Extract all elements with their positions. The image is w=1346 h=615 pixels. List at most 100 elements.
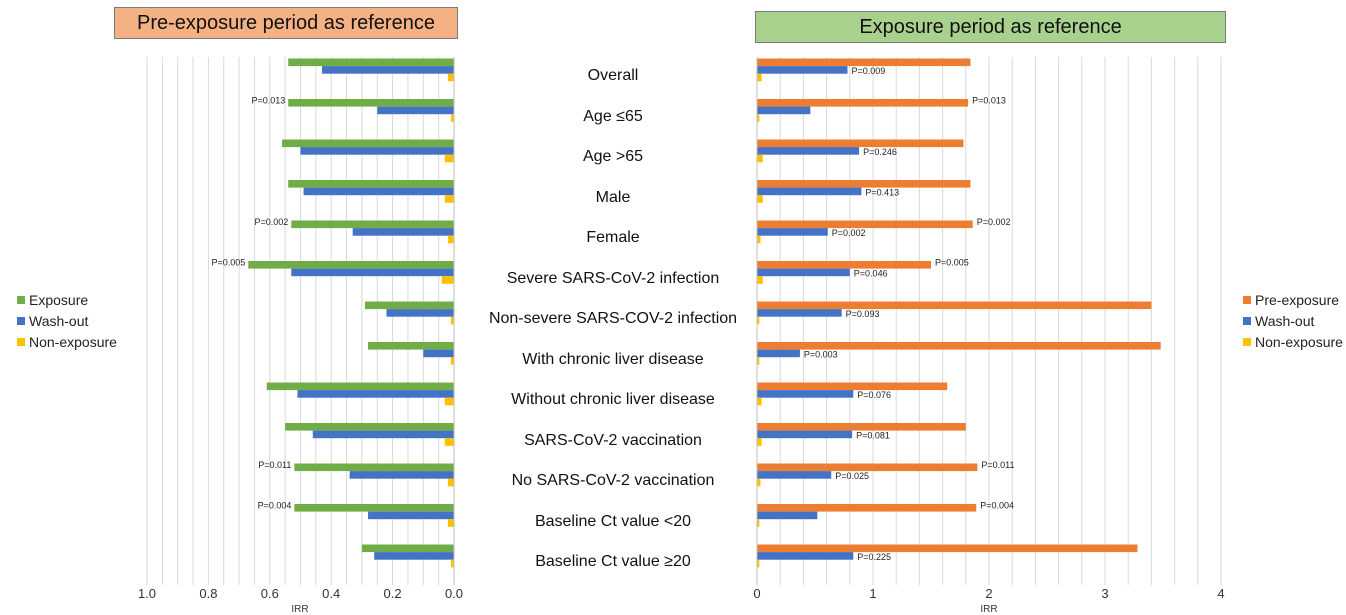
left-bar-exposure (248, 261, 454, 269)
right-bar-pre-exposure (757, 301, 1152, 310)
right-p-value-label: P=0.046 (854, 269, 888, 279)
right-bar-pre-exposure (757, 382, 948, 391)
right-bar-non-exposure (757, 357, 760, 365)
right-chart-title: Exposure period as reference (755, 11, 1226, 43)
left-bar-wash-out (352, 228, 454, 236)
legend-swatch-green (17, 295, 25, 304)
right-bar-non-exposure (757, 73, 762, 82)
left-bar-wash-out (423, 349, 454, 358)
legend-swatch-blue (17, 316, 25, 325)
left-bar-non-exposure (450, 114, 454, 122)
right-p-value-label: P=0.002 (977, 217, 1011, 227)
right-bar-non-exposure (757, 438, 762, 446)
right-p-value-label: P=0.003 (804, 350, 838, 360)
right-bar-non-exposure (757, 559, 760, 568)
right-bar-pre-exposure (757, 261, 931, 269)
left-bar-exposure (294, 504, 454, 512)
left-bar-wash-out (377, 106, 454, 115)
category-label: SARS-CoV-2 vaccination (524, 431, 702, 449)
left-p-value-label: P=0.013 (251, 96, 285, 106)
left-bar-wash-out (386, 309, 454, 317)
right-p-value-label: P=0.076 (857, 390, 891, 400)
right-bar-pre-exposure (757, 504, 977, 512)
category-label: Age ≤65 (583, 107, 643, 125)
right-bar-wash-out (757, 268, 850, 277)
right-bar-pre-exposure (757, 342, 1161, 350)
right-p-value-label: P=0.246 (863, 147, 897, 157)
right-bar-wash-out (757, 511, 818, 520)
right-x-tick-label: 2 (985, 586, 992, 601)
left-bar-non-exposure (447, 478, 454, 487)
legend-swatch-orange (1243, 295, 1251, 304)
right-bar-non-exposure (757, 478, 761, 487)
category-label: Baseline Ct value <20 (534, 512, 692, 530)
right-bar-non-exposure (757, 519, 760, 527)
right-legend: Pre-exposure Wash-out Non-exposure (1243, 289, 1343, 352)
right-bar-pre-exposure (757, 58, 971, 67)
right-bar-non-exposure (757, 397, 762, 406)
left-bar-exposure (282, 139, 454, 148)
right-p-value-label: P=0.081 (856, 431, 890, 441)
right-bar-wash-out (757, 390, 854, 398)
left-bar-non-exposure (444, 154, 454, 163)
right-p-value-label: P=0.004 (980, 501, 1014, 511)
right-p-value-label: P=0.225 (857, 552, 891, 562)
left-bar-non-exposure (444, 397, 454, 406)
right-bar-pre-exposure (757, 180, 971, 188)
right-bar-wash-out (757, 552, 854, 560)
left-bar-non-exposure (444, 438, 454, 446)
category-label: Overall (587, 67, 639, 84)
right-bar-wash-out (757, 147, 860, 155)
left-bar-exposure (266, 382, 454, 391)
category-label: Female (586, 229, 640, 246)
left-p-value-label: P=0.005 (212, 258, 246, 268)
legend-item-exposure: Exposure (17, 289, 117, 310)
right-p-value-label: P=0.002 (832, 228, 866, 238)
legend-item-pre-exposure: Pre-exposure (1243, 289, 1343, 310)
left-bar-non-exposure (450, 357, 454, 365)
right-bar-non-exposure (757, 316, 760, 325)
right-p-value-label: P=0.413 (865, 188, 899, 198)
legend-label: Non-exposure (29, 333, 117, 350)
legend-item-wash-out: Wash-out (17, 310, 117, 331)
right-bar-non-exposure (757, 195, 763, 203)
category-label: Age >65 (582, 148, 644, 165)
left-bar-non-exposure (441, 276, 454, 284)
left-bar-exposure (368, 342, 454, 350)
right-x-tick-label: 4 (1217, 586, 1224, 601)
left-bar-non-exposure (447, 235, 454, 244)
left-bar-exposure (291, 220, 454, 229)
left-p-value-label: P=0.004 (258, 501, 292, 511)
right-bar-non-exposure (757, 276, 763, 284)
legend-label: Wash-out (29, 312, 89, 329)
legend-swatch-blue (1243, 316, 1251, 325)
legend-label: Non-exposure (1255, 333, 1343, 350)
left-x-tick-label: 0.0 (445, 586, 463, 601)
right-bar-wash-out (757, 309, 842, 317)
left-chart-title: Pre-exposure period as reference (114, 7, 458, 39)
legend-item-non-exposure: Non-exposure (1243, 331, 1343, 352)
left-bar-non-exposure (447, 73, 454, 82)
left-bar-wash-out (303, 187, 454, 196)
category-label: Male (595, 188, 631, 206)
right-x-axis-label: IRR (980, 604, 997, 615)
left-bar-exposure (288, 180, 454, 188)
right-bar-pre-exposure (757, 544, 1138, 553)
category-label: No SARS-CoV-2 vaccination (511, 472, 715, 489)
right-bar-wash-out (757, 66, 848, 74)
right-p-value-label: P=0.009 (851, 66, 885, 76)
left-bar-non-exposure (450, 559, 454, 568)
left-bar-non-exposure (447, 519, 454, 527)
left-x-axis-label: IRR (291, 604, 308, 615)
legend-label: Wash-out (1255, 312, 1315, 329)
left-bar-wash-out (349, 471, 454, 479)
right-bar-wash-out (757, 349, 800, 358)
left-bar-wash-out (291, 268, 454, 277)
right-bar-wash-out (757, 228, 828, 236)
category-label: With chronic liver disease (522, 350, 704, 368)
right-bar-wash-out (757, 106, 811, 115)
left-x-tick-label: 0.4 (322, 586, 340, 601)
left-bar-non-exposure (450, 316, 454, 325)
left-bar-wash-out (300, 147, 454, 155)
